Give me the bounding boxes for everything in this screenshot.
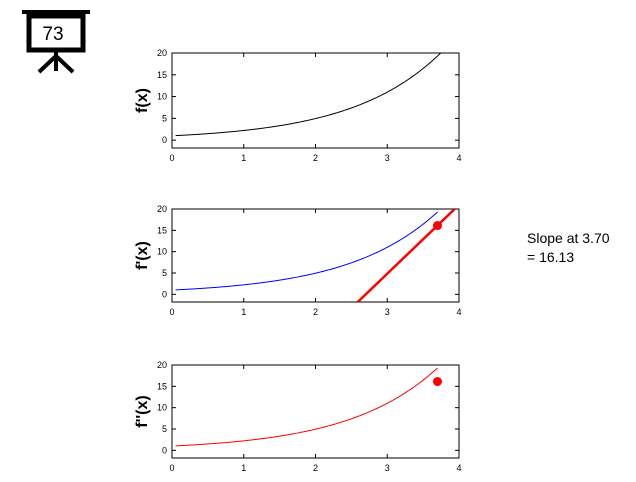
- y-tick-label: 10: [157, 92, 167, 102]
- y-tick-label: 10: [157, 403, 167, 413]
- slope-annotation: Slope at 3.70 = 16.13: [527, 229, 610, 267]
- x-tick-label: 2: [313, 153, 318, 163]
- subplot-1: 0 1 2 3 4 0 5 10 15 20 f(x): [134, 48, 462, 163]
- subplot-2: 0 1 2 3 4 0 5 10 15 20 f'(x): [134, 204, 462, 317]
- slope-annotation-line2: = 16.13: [527, 249, 575, 265]
- point-marker: [432, 221, 442, 231]
- x-tick-label: 3: [385, 153, 390, 163]
- y-tick-label: 0: [162, 135, 167, 145]
- series-line: [175, 211, 438, 291]
- y-axis-label: f''(x): [134, 395, 151, 428]
- x-tick-label: 2: [313, 463, 318, 473]
- x-tick-label: 4: [456, 153, 461, 163]
- point-marker: [432, 377, 442, 387]
- subplot-3: 0 1 2 3 4 0 5 10 15 20 f''(x): [134, 360, 462, 473]
- y-tick-label: 15: [157, 225, 167, 235]
- x-tick-label: 2: [313, 307, 318, 317]
- y-tick-label: 20: [157, 204, 167, 214]
- y-tick-label: 5: [162, 424, 167, 434]
- badge-number: 73: [42, 24, 63, 45]
- y-tick-label: 15: [157, 381, 167, 391]
- y-tick-label: 20: [157, 360, 167, 370]
- axes-box: [171, 208, 460, 303]
- x-tick-label: 0: [169, 153, 174, 163]
- x-tick-label: 1: [241, 307, 246, 317]
- y-tick-label: 5: [162, 113, 167, 123]
- y-axis-label: f'(x): [134, 241, 151, 270]
- slope-annotation-line1: Slope at 3.70: [527, 230, 610, 246]
- x-tick-label: 3: [385, 307, 390, 317]
- presentation-board-icon: 73: [22, 10, 90, 74]
- x-tick-label: 0: [169, 307, 174, 317]
- x-tick-label: 1: [241, 463, 246, 473]
- y-tick-label: 0: [162, 289, 167, 299]
- y-tick-label: 20: [157, 48, 167, 58]
- y-tick-label: 5: [162, 268, 167, 278]
- x-tick-label: 4: [456, 463, 461, 473]
- x-tick-label: 0: [169, 463, 174, 473]
- y-tick-label: 10: [157, 247, 167, 257]
- x-tick-label: 1: [241, 153, 246, 163]
- y-axis-label: f(x): [134, 88, 151, 113]
- y-tick-label: 0: [162, 445, 167, 455]
- axes-box: [171, 52, 460, 149]
- series-line: [175, 367, 438, 447]
- axes-box: [171, 364, 460, 459]
- series-line: [175, 53, 442, 137]
- y-tick-label: 15: [157, 70, 167, 80]
- x-tick-label: 3: [385, 463, 390, 473]
- x-tick-label: 4: [456, 307, 461, 317]
